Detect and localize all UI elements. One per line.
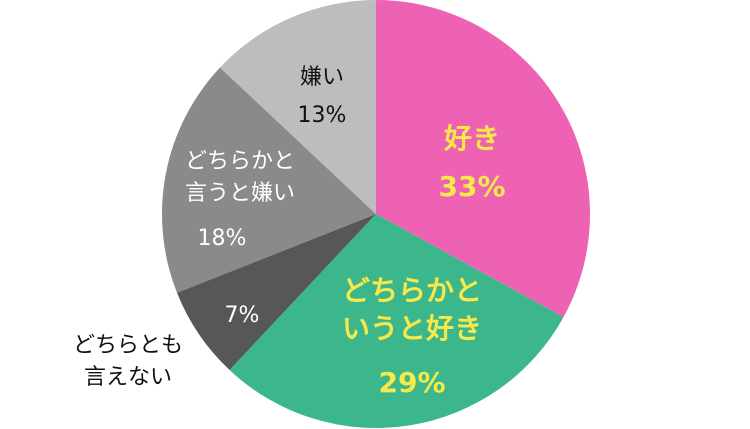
pie-slice [220, 0, 376, 214]
pie-slice [229, 214, 564, 428]
slice-label: どちらかと [185, 149, 295, 174]
slice-label: 好き [443, 122, 500, 155]
slice-label: 言うと嫌い [185, 181, 295, 206]
slice-label: 言えない [84, 365, 172, 390]
pie-slice [376, 0, 590, 318]
slice-value-label: 18% [198, 226, 247, 251]
slice-value-label: 13% [298, 103, 347, 128]
slice-label: 嫌い [300, 65, 344, 90]
slice-label: どちらとも [73, 333, 183, 358]
slice-value-label: 29% [378, 366, 445, 399]
pie-slice [162, 67, 376, 293]
slice-value-label: 33% [438, 170, 505, 203]
slice-label: いうと好き [342, 312, 482, 345]
pie-slice [177, 214, 376, 370]
slice-value-label: 7% [225, 303, 260, 328]
slice-label: どちらかと [342, 274, 482, 307]
